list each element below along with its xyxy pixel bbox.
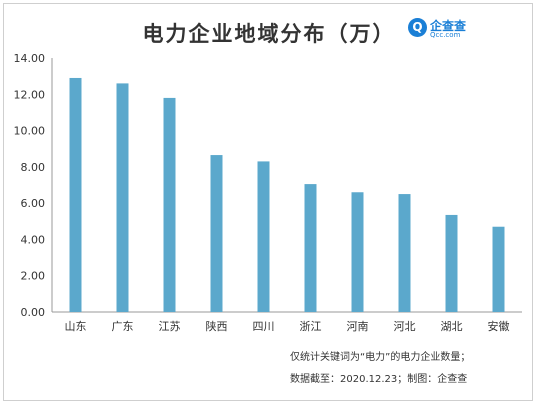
y-tick-label: 12.00	[14, 88, 46, 101]
logo-name: 企查查	[430, 19, 467, 33]
y-tick-label: 14.00	[14, 52, 46, 65]
bar	[116, 83, 129, 313]
x-tick-label: 陕西	[206, 319, 228, 333]
footnote-source: 数据截至：2020.12.23；制图：企查查	[290, 374, 468, 385]
footnote-scope: 仅统计关键词为“电力”的电力企业数量；	[290, 352, 471, 363]
y-tick-label: 4.00	[21, 233, 46, 246]
brand-logo: Q 企查查 Qcc.com	[408, 16, 474, 42]
bar	[257, 161, 270, 312]
x-tick-label: 四川	[253, 320, 275, 333]
bar	[492, 226, 505, 312]
x-tick-label: 河北	[394, 320, 416, 333]
bar	[445, 214, 458, 312]
chart-title: 电力企业地域分布（万）	[142, 22, 396, 46]
x-tick-label: 浙江	[300, 320, 322, 333]
x-tick-label: 河南	[347, 320, 369, 333]
x-tick-label: 山东	[65, 320, 87, 333]
bar	[69, 77, 82, 312]
x-tick-label: 江苏	[159, 320, 181, 333]
logo-icon: Q	[408, 18, 427, 37]
x-tick-label: 广东	[112, 320, 134, 333]
y-tick-label: 6.00	[21, 197, 46, 210]
bar	[210, 155, 223, 312]
bar	[304, 184, 317, 312]
y-tick-label: 10.00	[14, 125, 46, 138]
bar	[163, 97, 176, 313]
logo-domain: Qcc.com	[430, 31, 461, 39]
x-tick-label: 安徽	[488, 319, 510, 333]
y-tick-label: 2.00	[21, 270, 46, 283]
x-tick-label: 湖北	[441, 320, 463, 333]
bar	[398, 194, 411, 312]
y-tick-label: 8.00	[21, 161, 46, 174]
bar	[351, 192, 364, 312]
y-tick-label: 0.00	[21, 306, 46, 319]
